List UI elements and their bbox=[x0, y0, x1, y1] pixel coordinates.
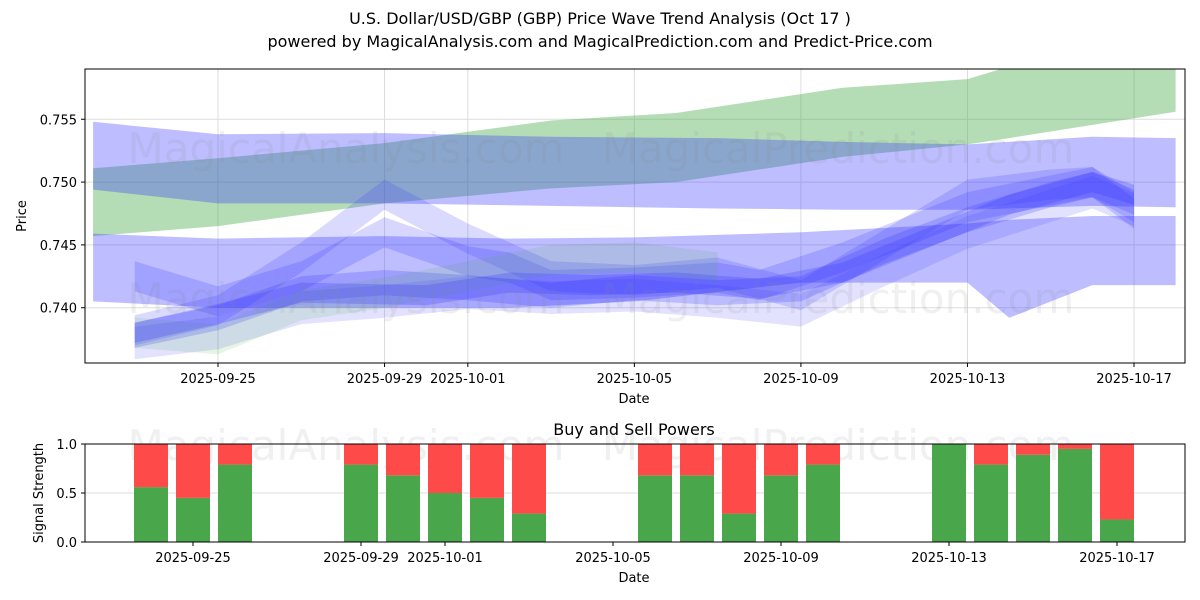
watermark-prediction-top: MagicalPrediction.com bbox=[602, 124, 1075, 173]
buy-bar bbox=[638, 475, 672, 542]
bottom-x-tick-label: 2025-10-13 bbox=[911, 551, 987, 566]
buy-bar bbox=[386, 475, 420, 542]
bottom-x-tick-label: 2025-10-05 bbox=[575, 551, 651, 566]
sell-bar bbox=[428, 444, 462, 493]
buy-bar bbox=[428, 493, 462, 542]
bottom-y-tick-label: 0.0 bbox=[56, 536, 77, 551]
bottom-y-tick-label: 1.0 bbox=[56, 438, 77, 453]
top-x-axis-label: Date bbox=[618, 392, 649, 407]
sell-bar bbox=[638, 444, 672, 475]
bottom-x-tick-label: 2025-10-17 bbox=[1079, 551, 1155, 566]
buy-bar bbox=[218, 465, 252, 542]
top-x-tick-label: 2025-10-13 bbox=[930, 372, 1006, 387]
sell-bar bbox=[722, 444, 756, 514]
sell-bar bbox=[470, 444, 504, 498]
bottom-x-tick-label: 2025-09-25 bbox=[155, 551, 231, 566]
watermark-analysis-top: MagicalAnalysis.com bbox=[128, 124, 565, 173]
sell-bar bbox=[1100, 444, 1134, 519]
buy-bar bbox=[680, 475, 714, 542]
top-x-tick-label: 2025-09-29 bbox=[347, 372, 423, 387]
top-x-tick-label: 2025-10-09 bbox=[763, 372, 839, 387]
sell-bar bbox=[386, 444, 420, 475]
top-y-tick-label: 0.750 bbox=[40, 176, 77, 191]
buy-bar bbox=[176, 498, 210, 542]
buy-bar bbox=[512, 514, 546, 542]
sell-bar bbox=[134, 444, 168, 487]
price-wave-chart: MagicalAnalysis.com MagicalPrediction.co… bbox=[0, 0, 1200, 600]
sell-bar bbox=[344, 444, 378, 465]
sell-bar bbox=[1058, 444, 1092, 449]
watermark-prediction-mid: MagicalPrediction.com bbox=[602, 274, 1075, 323]
sell-bar bbox=[218, 444, 252, 465]
top-x-tick-label: 2025-10-01 bbox=[430, 372, 506, 387]
bottom-x-tick-label: 2025-09-29 bbox=[323, 551, 399, 566]
sell-bar bbox=[764, 444, 798, 475]
top-x-tick-label: 2025-10-17 bbox=[1096, 372, 1172, 387]
top-y-tick-label: 0.740 bbox=[40, 302, 77, 317]
buy-bar bbox=[1100, 519, 1134, 542]
buy-bar bbox=[1058, 449, 1092, 542]
bottom-y-tick-label: 0.5 bbox=[56, 487, 77, 502]
buy-bar bbox=[1016, 455, 1050, 542]
sell-bar bbox=[1016, 444, 1050, 455]
sell-bar bbox=[680, 444, 714, 475]
top-x-tick-label: 2025-10-05 bbox=[597, 372, 673, 387]
bottom-x-axis-label: Date bbox=[618, 571, 649, 586]
top-y-tick-label: 0.745 bbox=[40, 239, 77, 254]
top-y-tick-label: 0.755 bbox=[40, 113, 77, 128]
bottom-x-tick-label: 2025-10-01 bbox=[407, 551, 483, 566]
bottom-y-axis-label: Signal Strength bbox=[32, 443, 47, 543]
sell-bar bbox=[806, 444, 840, 465]
top-y-axis-label: Price bbox=[15, 200, 30, 232]
sell-bar bbox=[176, 444, 210, 498]
buy-bar bbox=[470, 498, 504, 542]
buy-bar bbox=[974, 465, 1008, 542]
sell-bar bbox=[512, 444, 546, 514]
top-x-tick-label: 2025-09-25 bbox=[180, 372, 256, 387]
bottom-x-tick-label: 2025-10-09 bbox=[743, 551, 819, 566]
sell-bar bbox=[974, 444, 1008, 465]
watermark-analysis-mid: MagicalAnalysis.com bbox=[128, 274, 565, 323]
buy-bar bbox=[722, 514, 756, 542]
buy-bar bbox=[134, 487, 168, 542]
buy-bar bbox=[806, 465, 840, 542]
buy-bar bbox=[932, 444, 966, 542]
buy-bar bbox=[764, 475, 798, 542]
buy-bar bbox=[344, 465, 378, 542]
